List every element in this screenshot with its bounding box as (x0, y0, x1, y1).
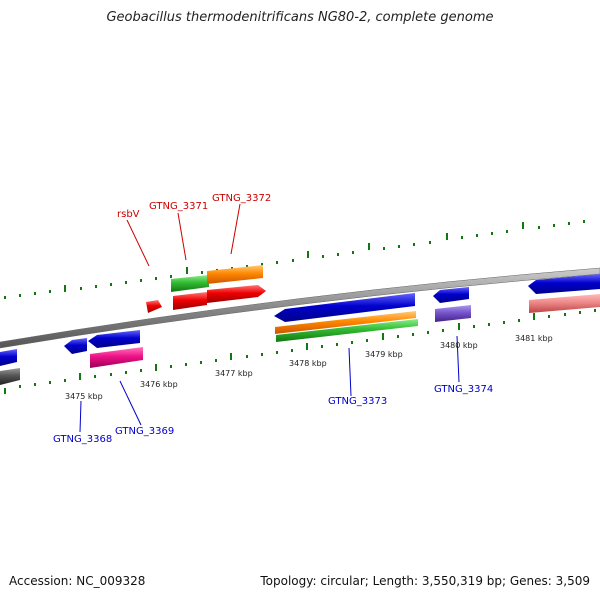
tick-label: 3479 kbp (365, 350, 403, 359)
tick-label: 3476 kbp (140, 380, 178, 389)
tick-label: 3481 kbp (515, 334, 553, 343)
leader-gtng3373 (348, 347, 352, 397)
reverse-genes (0, 274, 600, 385)
gene-gtng3372-cds[interactable] (207, 285, 266, 303)
gene-gtng3374[interactable] (435, 305, 471, 322)
gene-gtng3373-orange[interactable] (275, 311, 416, 334)
gene-gtng3369-cds[interactable] (88, 330, 140, 348)
forward-genes (146, 265, 266, 313)
gene-gtng3371[interactable] (171, 275, 209, 292)
gene-gtng3372[interactable] (207, 265, 263, 284)
gene-label-gtng3368[interactable]: GTNG_3368 (53, 434, 112, 445)
tick-label: 3480 kbp (440, 341, 478, 350)
kbp-tick-labels: 3475 kbp 3476 kbp 3477 kbp 3478 kbp 3479… (65, 334, 553, 401)
genome-title: Geobacillus thermodenitrificans NG80-2, … (106, 10, 494, 25)
gene-left-edge-cds[interactable] (0, 349, 17, 366)
gene-gtng3371-cds[interactable] (173, 292, 207, 310)
genome-backbone (0, 267, 600, 349)
gene-label-gtng3369[interactable]: GTNG_3369 (115, 426, 174, 437)
gene-labels: rsbV GTNG_3371 GTNG_3372 GTNG_3368 GTNG_… (53, 193, 493, 445)
accession-text: Accession: NC_009328 (9, 574, 146, 588)
tick-label: 3478 kbp (289, 359, 327, 368)
label-leader-lines (79, 203, 460, 433)
gene-label-gtng3371[interactable]: GTNG_3371 (149, 201, 208, 212)
gene-label-gtng3373[interactable]: GTNG_3373 (328, 396, 387, 407)
gene-gtng3368-cds[interactable] (64, 338, 87, 354)
gene-label-gtng3372[interactable]: GTNG_3372 (212, 193, 271, 204)
gene-right-edge-cds[interactable] (528, 274, 600, 294)
gene-label-rsbV[interactable]: rsbV (117, 209, 140, 220)
inner-tick-ring (4, 309, 596, 394)
gene-gtng3373[interactable] (276, 319, 418, 342)
leader-gtng3372 (230, 203, 241, 255)
leader-gtng3368 (79, 400, 82, 433)
gene-gtng3369[interactable] (90, 347, 143, 368)
outer-tick-ring (4, 220, 585, 299)
leader-rsbV (126, 219, 150, 267)
leader-gtng3369 (119, 380, 142, 426)
gene-gtng3374-cds[interactable] (433, 287, 469, 303)
leader-gtng3371 (177, 212, 187, 261)
tick-label: 3477 kbp (215, 369, 253, 378)
gene-label-gtng3374[interactable]: GTNG_3374 (434, 384, 493, 395)
leader-gtng3374 (456, 335, 460, 383)
gene-left-edge-gray[interactable] (0, 368, 20, 385)
genome-summary-text: Topology: circular; Length: 3,550,319 bp… (260, 574, 590, 588)
tick-label: 3475 kbp (65, 392, 103, 401)
gene-rsbV-cds[interactable] (146, 300, 162, 313)
gene-gtng3373-cds[interactable] (274, 293, 415, 322)
gene-right-edge-pink[interactable] (529, 294, 600, 313)
